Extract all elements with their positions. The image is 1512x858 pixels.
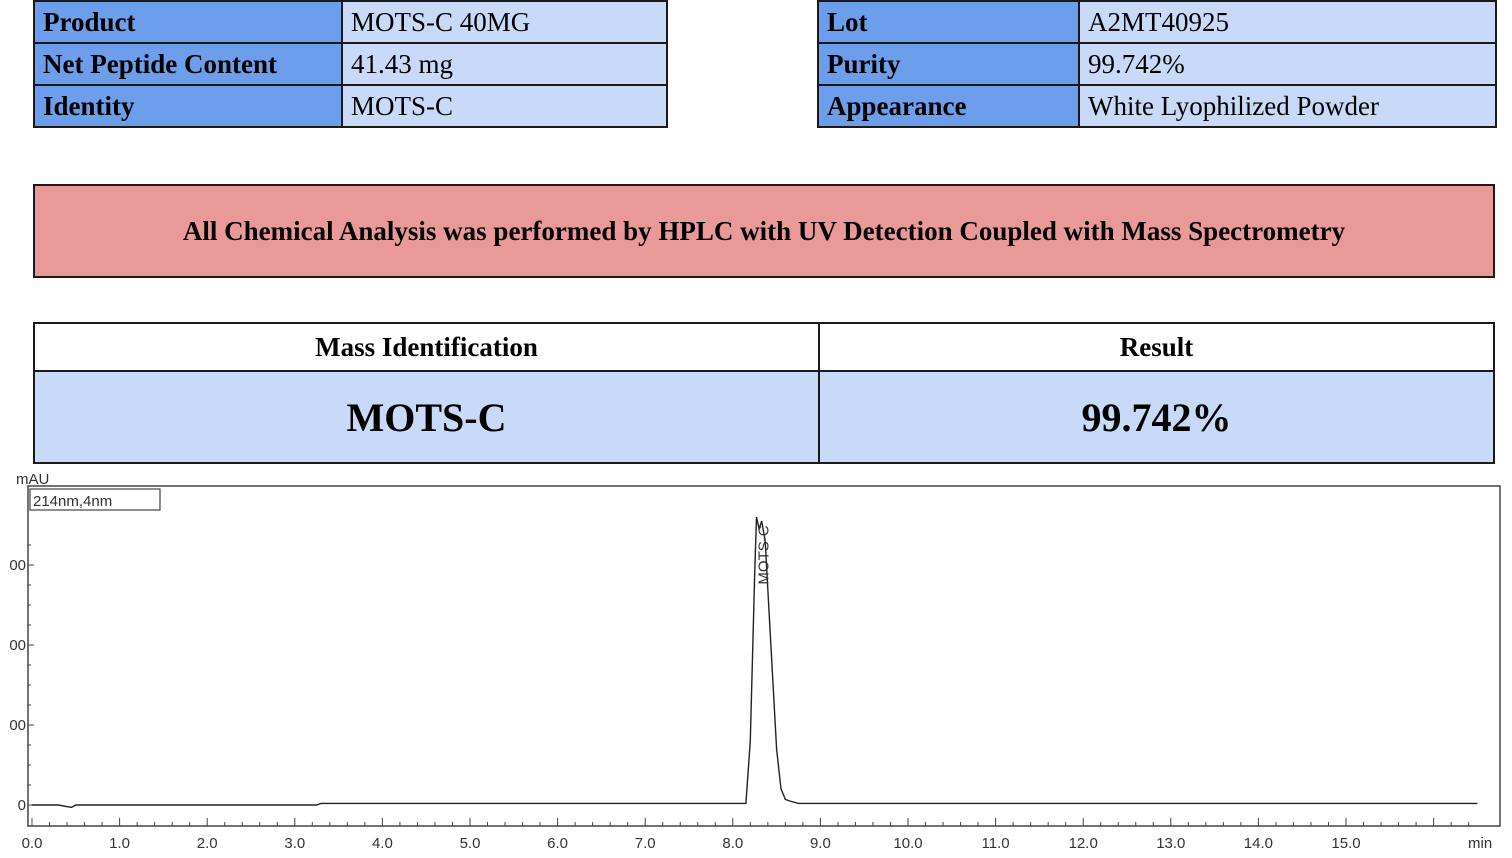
info-row-purity: Purity 99.742% xyxy=(817,42,1497,86)
peak-label-mots-c: MOTS-C xyxy=(755,525,772,584)
y-tick-label: 00 xyxy=(9,557,26,574)
x-tick-label: 3.0 xyxy=(284,835,305,852)
x-tick-label: 12.0 xyxy=(1069,835,1098,852)
plot-frame xyxy=(27,485,1501,827)
info-row-appearance: Appearance White Lyophilized Powder xyxy=(817,84,1497,128)
lot-info-table: Lot A2MT40925 Purity 99.742% Appearance … xyxy=(817,0,1497,128)
appearance-value: White Lyophilized Powder xyxy=(1078,84,1497,128)
identity-label: Identity xyxy=(33,84,343,128)
x-tick-label: 1.0 xyxy=(109,835,130,852)
x-tick-label: 7.0 xyxy=(635,835,656,852)
net-peptide-value: 41.43 mg xyxy=(341,42,668,86)
y-axis-unit-label: mAU xyxy=(16,471,49,488)
product-value: MOTS-C 40MG xyxy=(341,0,668,44)
chromatogram-trace xyxy=(32,516,1478,809)
x-tick-label: 9.0 xyxy=(810,835,831,852)
legend-box: 214nm,4nm xyxy=(29,488,161,511)
x-tick-label: 0.0 xyxy=(22,835,43,852)
y-tick-label: 00 xyxy=(9,717,26,734)
net-peptide-label: Net Peptide Content xyxy=(33,42,343,86)
info-row-product: Product MOTS-C 40MG xyxy=(33,0,668,44)
mass-identification-value: MOTS-C xyxy=(33,370,820,464)
x-tick-label: 14.0 xyxy=(1244,835,1273,852)
result-value-row: MOTS-C 99.742% xyxy=(33,370,1495,464)
info-row-lot: Lot A2MT40925 xyxy=(817,0,1497,44)
x-tick-label: 13.0 xyxy=(1156,835,1185,852)
chromatogram-chart: mAU 214nm,4nm 0.0 1.0 2.0 3.0 4.0 5.0 6.0 7.0 8.… xyxy=(9,471,1501,852)
x-tick-label: 5.0 xyxy=(460,835,481,852)
result-header: Result xyxy=(818,322,1495,372)
analysis-method-banner: All Chemical Analysis was performed by H… xyxy=(33,184,1495,278)
y-tick-label: 0 xyxy=(18,797,26,814)
info-row-identity: Identity MOTS-C xyxy=(33,84,668,128)
x-tick-label: 15.0 xyxy=(1331,835,1360,852)
lot-value: A2MT40925 xyxy=(1078,0,1497,44)
y-tick-label: 00 xyxy=(9,637,26,654)
x-tick-label: 6.0 xyxy=(547,835,568,852)
info-row-net-peptide: Net Peptide Content 41.43 mg xyxy=(33,42,668,86)
x-axis-ticks: 0.0 1.0 2.0 3.0 4.0 5.0 6.0 7.0 8.0 9.0 10.0 11.0 12… xyxy=(22,818,1470,852)
legend-label: 214nm,4nm xyxy=(33,493,112,510)
mass-identification-header: Mass Identification xyxy=(33,322,820,372)
result-header-row: Mass Identification Result xyxy=(33,322,1495,372)
result-table: Mass Identification Result MOTS-C 99.742… xyxy=(33,322,1495,464)
product-label: Product xyxy=(33,0,343,44)
purity-value: 99.742% xyxy=(1078,42,1497,86)
x-axis-unit-label: min xyxy=(1468,835,1492,852)
x-tick-label: 8.0 xyxy=(722,835,743,852)
identity-value: MOTS-C xyxy=(341,84,668,128)
product-info-table: Product MOTS-C 40MG Net Peptide Content … xyxy=(33,0,668,128)
x-tick-label: 2.0 xyxy=(197,835,218,852)
result-value: 99.742% xyxy=(818,370,1495,464)
x-tick-label: 4.0 xyxy=(372,835,393,852)
appearance-label: Appearance xyxy=(817,84,1080,128)
lot-label: Lot xyxy=(817,0,1080,44)
x-tick-label: 10.0 xyxy=(893,835,922,852)
x-tick-label: 11.0 xyxy=(982,835,1010,852)
purity-label: Purity xyxy=(817,42,1080,86)
